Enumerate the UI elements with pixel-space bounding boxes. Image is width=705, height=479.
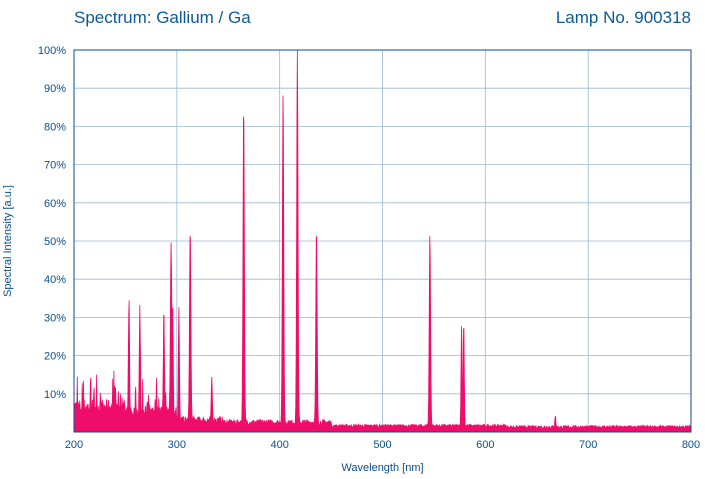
y-tick-label: 100% [38, 45, 66, 57]
x-tick-label: 300 [168, 439, 186, 451]
y-axis-label: Spectral Intensity [a.u.] [2, 185, 14, 297]
plot-frame [73, 49, 692, 433]
spectrum-line [73, 49, 692, 433]
y-tick-label: 70% [44, 160, 66, 172]
y-tick-label: 10% [44, 389, 66, 401]
y-tick-label: 20% [44, 351, 66, 363]
x-axis-ticks: 200 300 400 500 600 700 800 [65, 439, 700, 451]
x-tick-label: 800 [682, 439, 700, 451]
y-tick-label: 60% [44, 198, 66, 210]
x-tick-label: 700 [579, 439, 597, 451]
y-axis-ticks: 10% 20% 30% 40% 50% 60% 70% 80% 90% 100% [38, 45, 66, 401]
x-axis-label: Wavelength [nm] [341, 462, 423, 474]
y-tick-label: 80% [44, 121, 66, 133]
grid-lines [73, 49, 692, 432]
spectrum-peaks [129, 60, 555, 421]
y-tick-label: 40% [44, 274, 66, 286]
y-tick-label: 50% [44, 236, 66, 248]
lamp-number: Lamp No. 900318 [555, 8, 691, 27]
x-tick-label: 600 [476, 439, 494, 451]
y-tick-label: 90% [44, 83, 66, 95]
x-tick-label: 500 [373, 439, 391, 451]
x-tick-label: 400 [270, 439, 288, 451]
y-tick-label: 30% [44, 312, 66, 324]
chart-title: Spectrum: Gallium / Ga [74, 8, 251, 27]
x-tick-label: 200 [65, 439, 83, 451]
